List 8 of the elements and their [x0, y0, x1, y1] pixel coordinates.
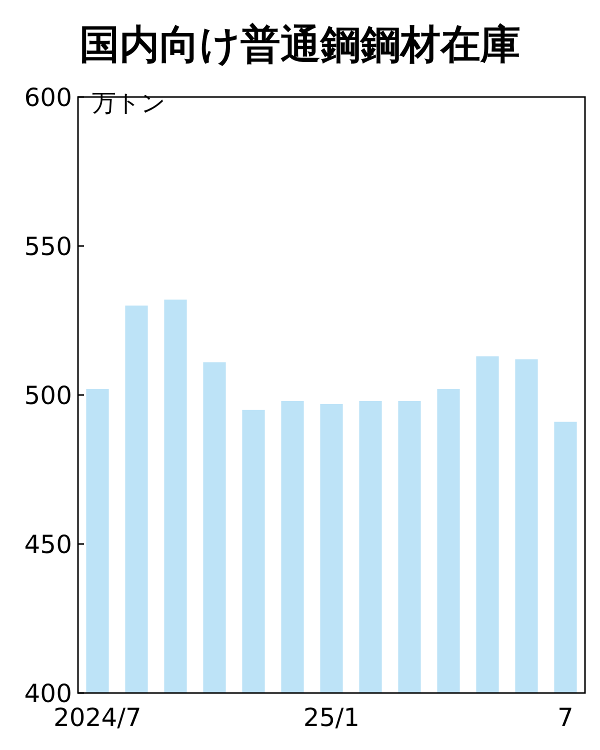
y-tick-label: 600 [24, 83, 72, 112]
y-tick-label: 450 [24, 530, 72, 559]
y-tick-label: 500 [24, 381, 72, 410]
y-tick-label: 550 [24, 232, 72, 261]
x-tick-label: 7 [558, 703, 574, 732]
chart-title: 国内向け普通鋼鋼材在庫 [80, 22, 520, 68]
y-axis-title: 万トン [92, 89, 166, 117]
x-tick-label: 25/1 [303, 703, 360, 732]
